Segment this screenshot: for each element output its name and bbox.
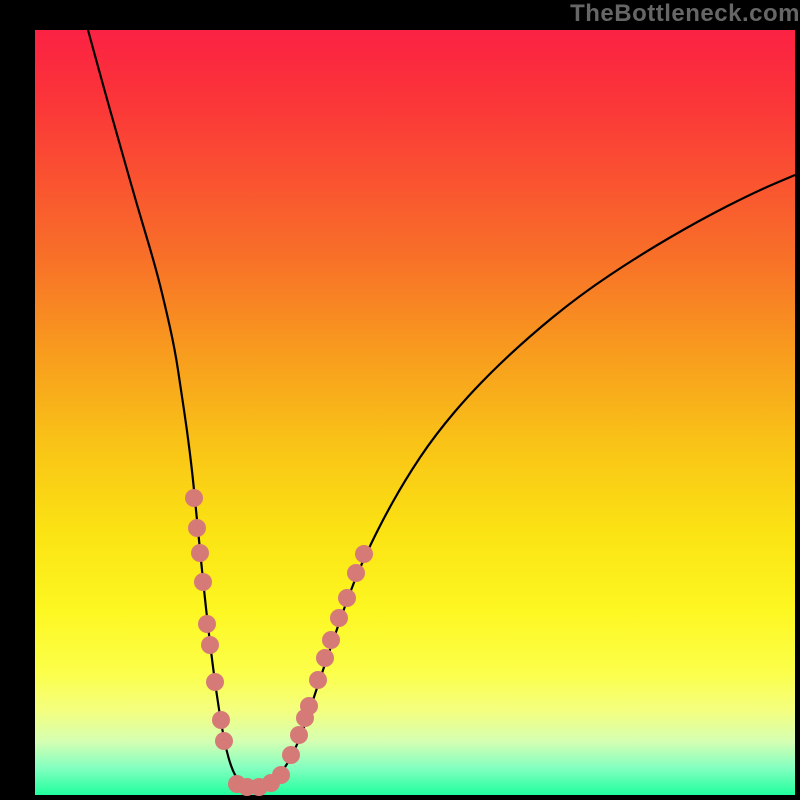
curve-layer [35, 30, 795, 795]
marker-right [355, 545, 373, 563]
marker-left [185, 489, 203, 507]
marker-right [309, 671, 327, 689]
watermark: TheBottleneck.com [570, 0, 800, 28]
marker-left [191, 544, 209, 562]
marker-left [201, 636, 219, 654]
marker-right [322, 631, 340, 649]
marker-left [188, 519, 206, 537]
marker-left [206, 673, 224, 691]
plot-area [35, 30, 795, 795]
marker-right [300, 697, 318, 715]
marker-left [194, 573, 212, 591]
marker-right [338, 589, 356, 607]
curve-left [88, 30, 250, 788]
marker-right [316, 649, 334, 667]
marker-right [330, 609, 348, 627]
marker-left [212, 711, 230, 729]
marker-left [215, 732, 233, 750]
marker-right [290, 726, 308, 744]
marker-right [347, 564, 365, 582]
curve-right [250, 175, 795, 788]
marker-bottom [272, 766, 290, 784]
marker-left [198, 615, 216, 633]
marker-right [282, 746, 300, 764]
